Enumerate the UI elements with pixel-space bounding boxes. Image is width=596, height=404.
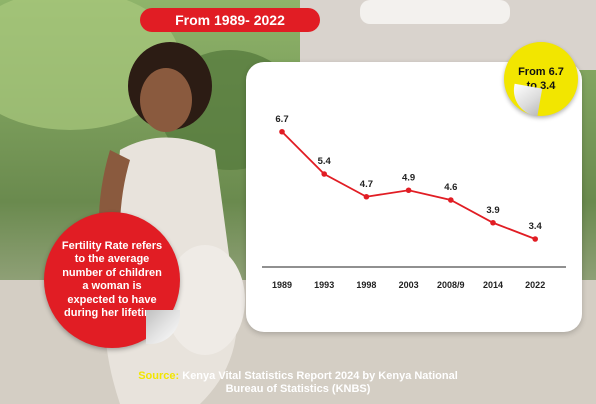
source-line-2: Bureau of Statistics (KNBS): [225, 383, 371, 395]
range-sticker: From 6.7 to 3.4: [504, 42, 578, 117]
data-label: 3.9: [486, 205, 499, 216]
period-banner: From 1989- 2022: [140, 8, 320, 32]
fertility-rate-line-chart: 6.7 1989 5.4 1993 4.7 1998 4.9 2003 4.6 2008/9 3.9…: [262, 114, 566, 290]
data-point: [448, 197, 454, 203]
data-label: 4.7: [360, 179, 373, 190]
data-point: [321, 171, 327, 177]
definition-text: Fertility Rate refers to the average num…: [61, 239, 163, 320]
definition-bubble: Fertility Rate refers to the average num…: [44, 212, 180, 348]
x-tick-label: 2022: [525, 280, 545, 290]
source-label: Source:: [138, 370, 180, 382]
data-point: [405, 187, 412, 194]
data-label: 6.7: [275, 114, 288, 125]
data-label: 4.6: [444, 182, 457, 193]
x-tick-label: 2014: [483, 280, 503, 290]
source-line-1: Kenya Vital Statistics Report 2024 by Ke…: [182, 370, 458, 382]
data-point: [532, 236, 538, 242]
x-tick-label: 1989: [272, 280, 292, 290]
data-point: [490, 219, 496, 226]
source-note: Source: Kenya Vital Statistics Report 20…: [0, 370, 596, 396]
x-tick-label: 1998: [356, 280, 376, 290]
data-label: 5.4: [318, 156, 332, 167]
data-point: [279, 128, 285, 135]
x-tick-label: 2003: [399, 280, 419, 290]
x-tick-label: 2008/9: [437, 280, 465, 290]
data-point: [363, 193, 370, 200]
data-label: 3.4: [529, 221, 543, 232]
data-label: 4.9: [402, 172, 415, 183]
x-tick-label: 1993: [314, 280, 334, 290]
fertility-rate-line: [281, 131, 536, 240]
